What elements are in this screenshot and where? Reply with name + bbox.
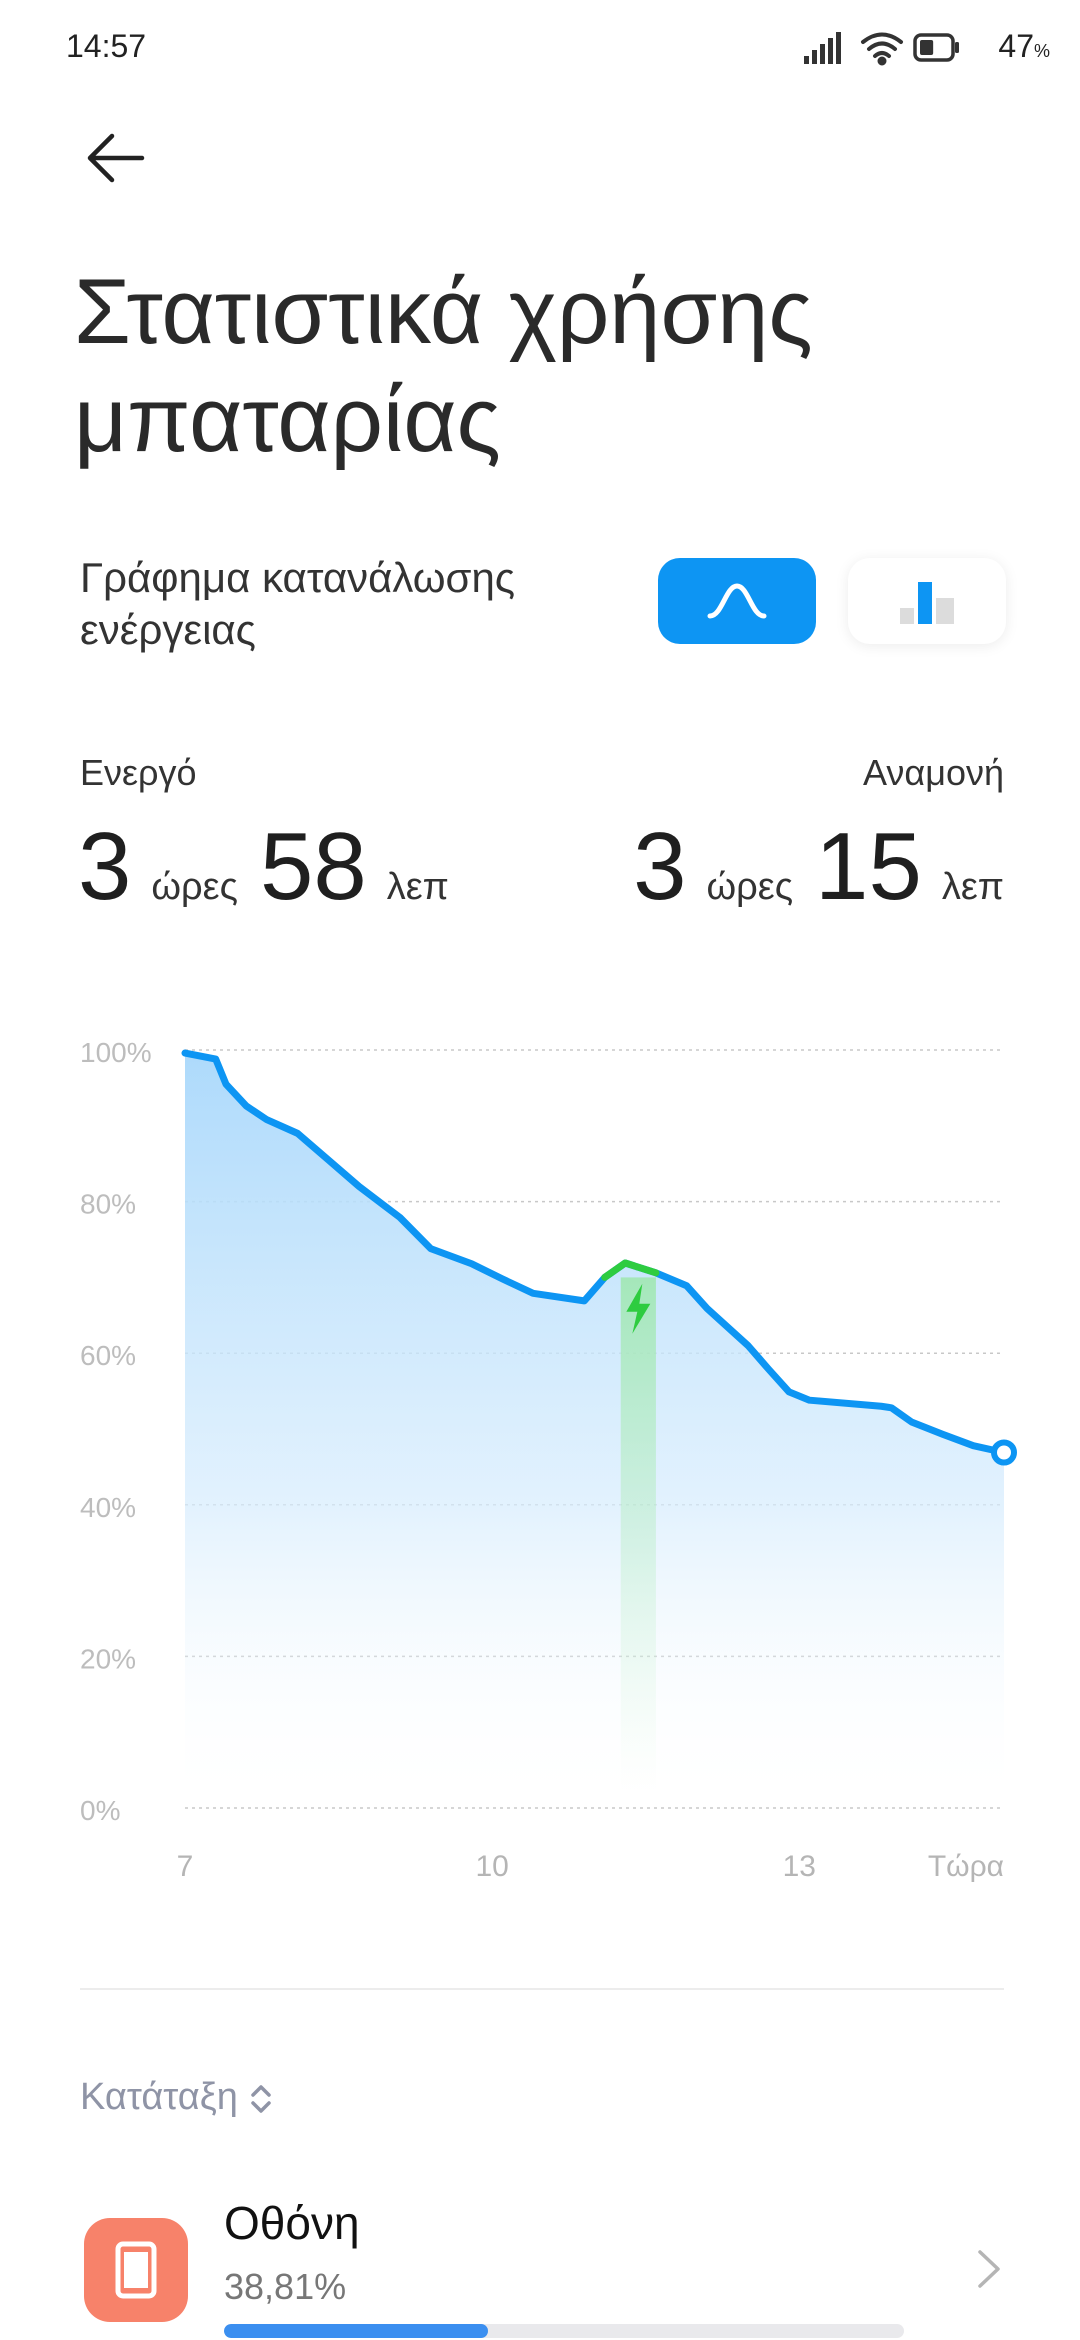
standby-time-label: Αναμονή — [863, 752, 1004, 793]
current-level-point — [991, 1439, 1017, 1466]
usage-item-name: Οθόνη — [224, 2197, 360, 2249]
bar-chart-icon — [900, 582, 954, 624]
graph-section-label: Γράφημα κατανάλωσης ενέργειας — [80, 554, 516, 653]
usage-item-percent: 38,81% — [224, 2266, 347, 2307]
active-hours: 3 — [78, 813, 132, 920]
curve-chart-icon — [707, 583, 767, 619]
back-arrow-icon — [87, 133, 145, 183]
y-tick-label: 80% — [80, 1189, 136, 1220]
y-tick-label: 20% — [80, 1643, 136, 1674]
series-area — [185, 1053, 1004, 1808]
usage-item-bar — [224, 2324, 904, 2338]
toggle-curve-chart-button[interactable] — [658, 558, 816, 644]
back-button[interactable] — [82, 128, 152, 188]
y-tick-label: 0% — [80, 1795, 120, 1826]
charging-line-segment — [601, 1259, 660, 1281]
x-tick-label: Τώρα — [928, 1850, 1004, 1883]
x-tick-label: 13 — [783, 1850, 816, 1883]
y-tick-label: 100% — [80, 1037, 152, 1068]
charging-band — [620, 1277, 656, 1790]
battery-usage-chart[interactable]: 100% 80% 60% 40% 20% 0% 7 10 13 Τώρα — [0, 1010, 1080, 1910]
active-minutes-unit: λεπ — [386, 866, 449, 908]
active-time-value: 3 ώρες 58 λεπ — [78, 812, 449, 942]
battery-icon — [913, 33, 959, 62]
charging-bolt-icon — [626, 1283, 651, 1334]
usage-item-bar-fill — [224, 2324, 488, 2338]
screen-icon — [84, 2218, 188, 2322]
signal-icon — [804, 32, 841, 64]
toggle-bar-chart-button[interactable] — [848, 558, 1006, 644]
wifi-icon — [861, 32, 903, 66]
status-battery-percent: 47% — [998, 28, 1050, 64]
page-title: Στατιστικά χρήσης μπαταρίας — [74, 261, 813, 471]
y-tick-label: 60% — [80, 1340, 136, 1371]
active-hours-unit: ώρες — [151, 866, 238, 908]
active-minutes: 58 — [259, 813, 367, 920]
sort-updown-icon — [251, 2085, 271, 2113]
status-time: 14:57 — [66, 28, 147, 64]
standby-time-value: 3 ώρες 15 λεπ — [633, 812, 1004, 942]
x-tick-label: 10 — [475, 1850, 508, 1883]
y-tick-label: 40% — [80, 1492, 136, 1523]
x-tick-label: 7 — [177, 1850, 194, 1883]
section-divider — [80, 1988, 1004, 1990]
sort-label: Κατάταξη — [80, 2076, 238, 2118]
standby-minutes: 15 — [815, 813, 922, 920]
chevron-right-icon[interactable] — [974, 2244, 1004, 2294]
standby-minutes-unit: λεπ — [941, 866, 1004, 908]
sort-button[interactable]: Κατάταξη — [80, 2076, 274, 2119]
standby-hours-unit: ώρες — [706, 866, 794, 908]
active-time-label: Ενεργό — [80, 752, 197, 793]
standby-hours: 3 — [633, 813, 687, 920]
status-icons — [800, 28, 960, 68]
